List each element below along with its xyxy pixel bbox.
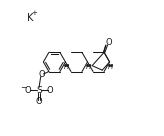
Text: S: S: [36, 86, 42, 95]
Text: −: −: [20, 83, 27, 92]
Text: +: +: [32, 10, 38, 16]
Text: H: H: [108, 64, 113, 70]
Text: K: K: [27, 13, 33, 23]
Text: O: O: [38, 70, 45, 79]
Text: O: O: [46, 86, 53, 95]
Text: O: O: [105, 38, 112, 47]
Text: O: O: [35, 97, 42, 106]
Text: H: H: [86, 64, 91, 70]
Text: O: O: [25, 86, 31, 95]
Text: H: H: [63, 64, 69, 70]
